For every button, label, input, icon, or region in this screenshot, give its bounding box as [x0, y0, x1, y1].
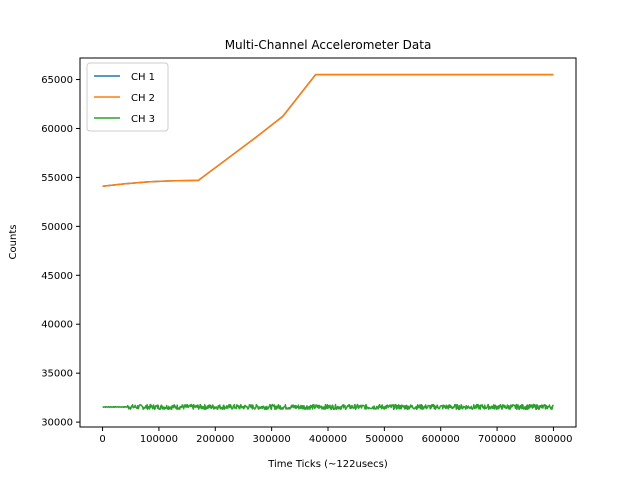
legend-label: CH 1	[131, 72, 155, 83]
legend: CH 1 CH 2 CH 3	[86, 62, 169, 132]
y-tick-label: 65000	[41, 75, 73, 86]
series-line-ch-1	[102, 73, 554, 187]
x-axis-label: Time Ticks (~122usecs)	[267, 459, 388, 470]
y-axis-label: Counts	[8, 225, 19, 260]
y-tick-label: 55000	[41, 173, 73, 184]
x-tick-label: 0	[99, 434, 105, 445]
x-tick-label: 800000	[534, 434, 572, 445]
x-tick-label: 500000	[365, 434, 403, 445]
x-tick-label: 100000	[140, 434, 178, 445]
chart-title: Multi-Channel Accelerometer Data	[225, 38, 432, 52]
y-tick-label: 40000	[41, 320, 73, 331]
x-tick-label: 300000	[253, 434, 291, 445]
series-line-ch-2	[102, 73, 554, 187]
legend-label: CH 2	[131, 93, 155, 104]
x-tick-label: 400000	[309, 434, 347, 445]
y-tick-label: 35000	[41, 369, 73, 380]
series-line-ch-3	[102, 403, 554, 411]
y-tick-label: 30000	[41, 418, 73, 429]
x-tick-label: 700000	[478, 434, 516, 445]
y-axis: 30000 35000 40000 45000 50000 55000 60000 65000	[41, 75, 80, 429]
x-tick-label: 200000	[196, 434, 234, 445]
y-tick-label: 60000	[41, 124, 73, 135]
legend-box	[86, 62, 169, 132]
x-tick-label: 600000	[422, 434, 460, 445]
plot-area	[102, 73, 554, 411]
y-tick-label: 50000	[41, 222, 73, 233]
legend-label: CH 3	[131, 114, 155, 125]
y-tick-label: 45000	[41, 271, 73, 282]
x-axis: 0 100000 200000 300000 400000 500000 600000 700…	[99, 427, 573, 445]
